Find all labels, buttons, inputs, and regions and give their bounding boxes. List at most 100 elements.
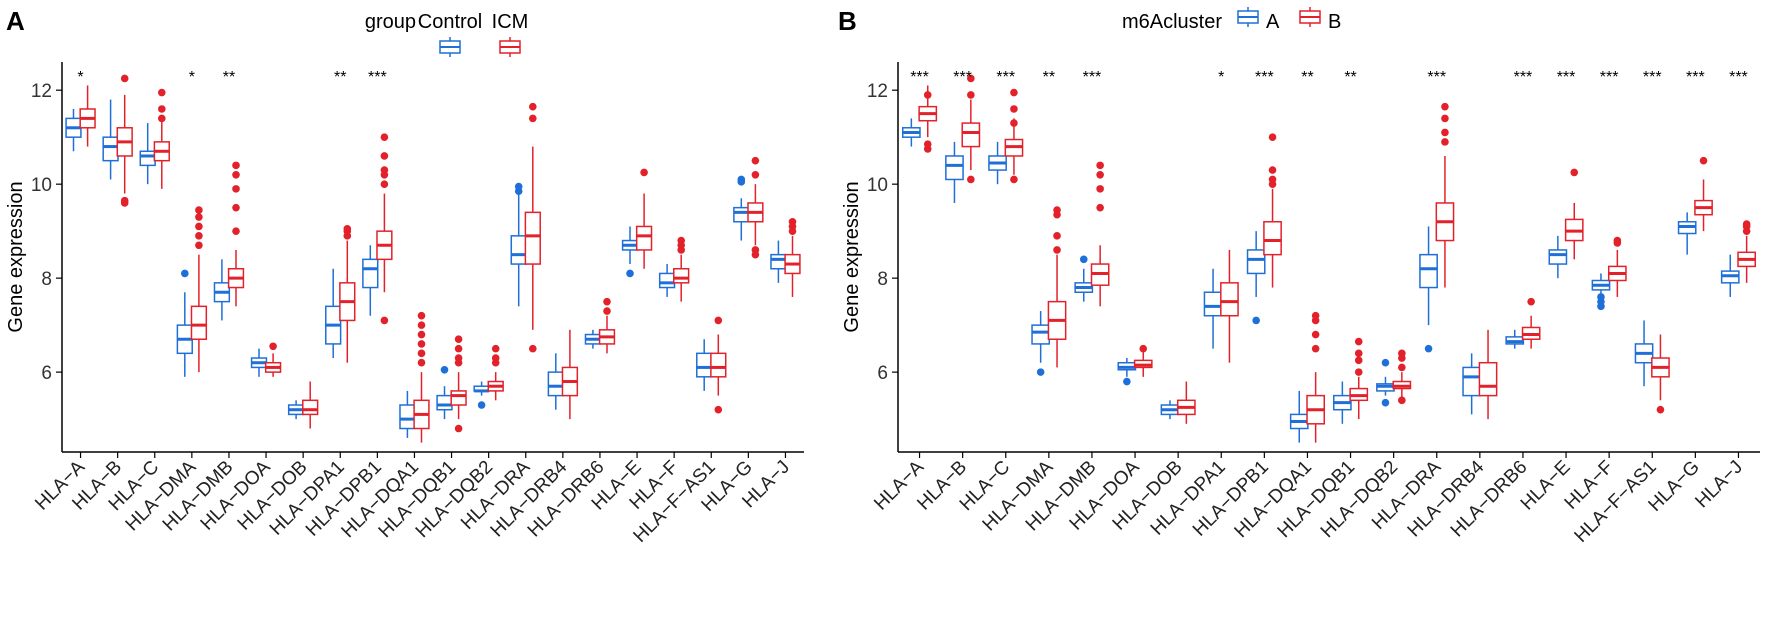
outlier-point — [1398, 396, 1406, 405]
box-iqr — [673, 267, 690, 284]
box-iqr — [1263, 221, 1282, 256]
outlier-point — [1354, 349, 1363, 358]
outlier-point — [1268, 166, 1277, 174]
outlier-point — [528, 102, 537, 111]
box-ICM — [190, 206, 208, 373]
outlier-point — [440, 365, 449, 374]
box-A — [988, 141, 1007, 185]
legend-entry-label: ICM — [492, 11, 529, 33]
outlier-point — [157, 88, 166, 97]
y-tick-label: 6 — [41, 363, 52, 384]
box-iqr — [658, 272, 676, 289]
box-ICM — [227, 161, 245, 307]
box-A — [1505, 329, 1525, 349]
outlier-point — [1354, 356, 1363, 365]
box-A — [1677, 212, 1697, 255]
significance-label: *** — [1643, 69, 1662, 86]
outlier-point — [380, 316, 389, 325]
outlier-point — [1381, 398, 1390, 407]
box-B — [1521, 297, 1541, 349]
outlier-point — [1139, 344, 1148, 353]
outlier-point — [603, 297, 611, 306]
box-A — [1376, 358, 1395, 407]
outlier-point — [1381, 358, 1390, 367]
outlier-point — [1354, 368, 1363, 376]
box-iqr — [1220, 282, 1239, 317]
box-Control — [399, 390, 416, 438]
box-iqr — [1246, 249, 1266, 275]
box-A — [945, 141, 964, 203]
box-Control — [770, 240, 787, 283]
box-ICM — [747, 156, 764, 259]
outlier-point — [1053, 210, 1061, 219]
box-Control — [510, 182, 527, 307]
outlier-point — [1079, 255, 1088, 264]
y-axis-title: Gene expression — [841, 181, 863, 332]
box-iqr — [510, 235, 527, 265]
box-B — [1564, 168, 1584, 260]
y-tick-label: 12 — [31, 81, 52, 102]
outlier-point — [751, 250, 760, 259]
outlier-point — [417, 330, 426, 339]
box-Control — [584, 329, 602, 349]
box-iqr — [399, 404, 416, 430]
outlier-point — [1268, 133, 1277, 141]
outlier-point — [1441, 138, 1449, 146]
box-Control — [176, 269, 193, 377]
outlier-point — [1441, 128, 1449, 137]
outlier-point — [1036, 368, 1045, 376]
outlier-point — [232, 203, 240, 212]
significance-label: *** — [1729, 69, 1748, 86]
box-Control — [696, 339, 713, 391]
outlier-point — [232, 227, 240, 235]
outlier-point — [1311, 330, 1320, 339]
box-iqr — [190, 305, 208, 340]
box-Control — [213, 259, 231, 321]
box-Control — [473, 381, 490, 409]
box-ICM — [673, 236, 690, 302]
outlier-point — [714, 316, 723, 325]
outlier-point — [343, 232, 352, 240]
outlier-point — [1010, 105, 1018, 113]
significance-label: *** — [953, 69, 972, 86]
box-Control — [325, 268, 342, 359]
box-A — [1031, 311, 1051, 376]
box-Control — [139, 123, 156, 185]
legend-title: group — [365, 11, 416, 33]
box-iqr — [961, 122, 981, 148]
outlier-point — [1656, 405, 1665, 414]
box-iqr — [362, 258, 379, 289]
outlier-point — [491, 344, 500, 353]
outlier-point — [380, 152, 389, 160]
box-A — [1720, 254, 1740, 297]
box-A — [1203, 268, 1223, 349]
box-B — [1306, 311, 1326, 443]
legend-entry-label: Control — [418, 11, 482, 33]
outlier-point — [967, 175, 975, 184]
outlier-point — [195, 232, 203, 240]
outlier-point — [380, 133, 389, 141]
outlier-point — [923, 140, 932, 149]
box-A — [1160, 400, 1180, 420]
outlier-point — [1096, 161, 1104, 170]
outlier-point — [967, 74, 975, 83]
outlier-point — [232, 170, 240, 179]
outlier-point — [1096, 185, 1104, 193]
box-ICM — [487, 344, 504, 401]
box-A — [1419, 226, 1438, 353]
outlier-point — [1441, 102, 1449, 111]
box-B — [918, 85, 938, 153]
outlier-point — [1252, 316, 1260, 325]
box-A — [1074, 255, 1094, 302]
outlier-point — [269, 342, 277, 351]
outlier-point — [677, 246, 685, 254]
outlier-point — [640, 168, 648, 177]
outlier-point — [528, 344, 537, 353]
box-ICM — [561, 329, 579, 420]
box-Control — [436, 365, 453, 420]
significance-label: *** — [1686, 69, 1705, 86]
outlier-point — [737, 175, 746, 184]
box-A — [1548, 235, 1568, 279]
